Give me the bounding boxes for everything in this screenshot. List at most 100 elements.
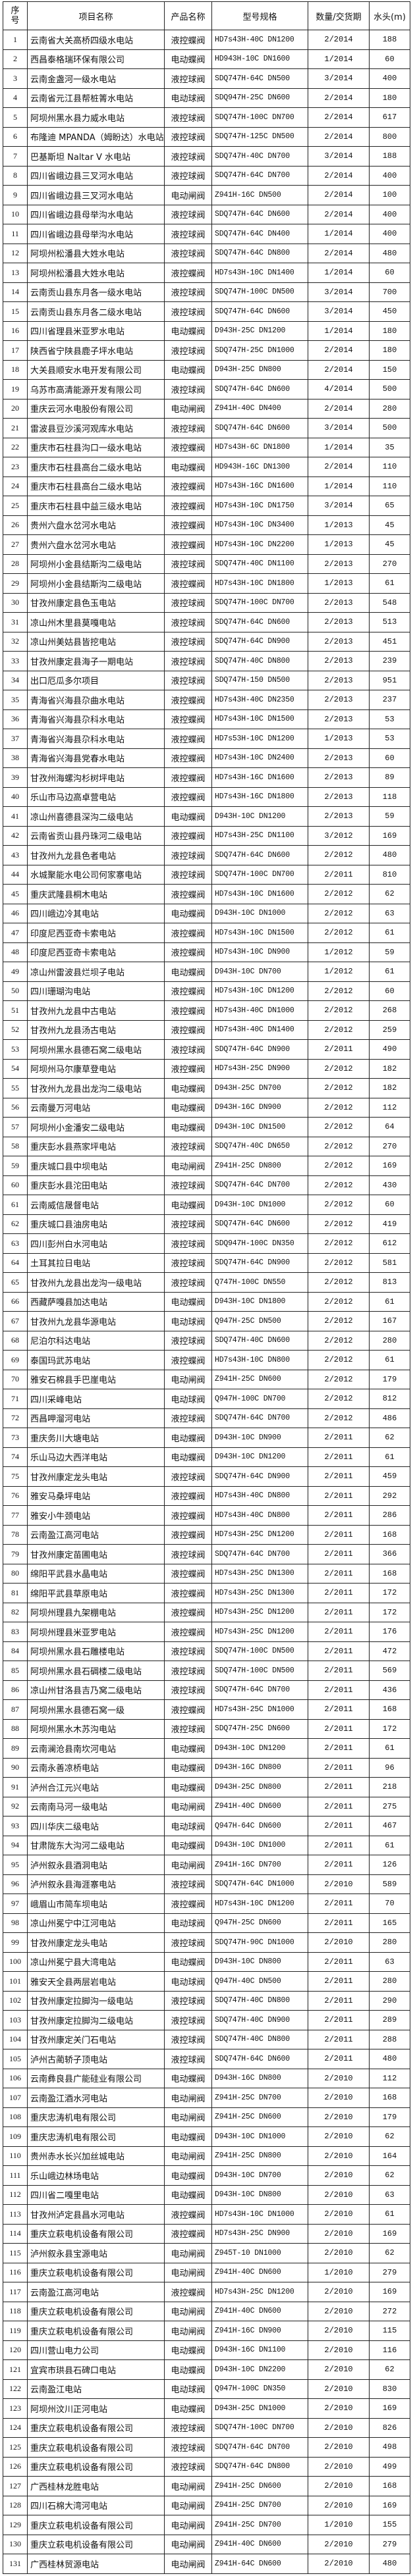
- row-no: 56: [3, 1097, 28, 1118]
- model-spec: Z945T-10 DN1000: [211, 2243, 308, 2263]
- model-spec: D943H-25C DN800: [211, 1777, 308, 1797]
- qty-delivery: 1/2010: [308, 2262, 370, 2282]
- row-no: 15: [3, 301, 28, 322]
- row-no: 63: [3, 1233, 28, 1254]
- model-spec: SDQ747H-64C DN900: [211, 1039, 308, 1060]
- row-no: 36: [3, 709, 28, 729]
- qty-delivery: 2/2010: [308, 2107, 370, 2127]
- product-name: 液控球阀: [164, 670, 212, 690]
- project-name: 乌苏市高清能源开发有限公司: [27, 379, 165, 399]
- project-name: 云南盈江高河电站: [27, 1524, 165, 1545]
- qty-delivery: 2/2010: [308, 2301, 370, 2321]
- row-no: 87: [3, 1699, 28, 1720]
- water-head: 513: [369, 612, 410, 632]
- water-head: 617: [369, 107, 410, 128]
- qty-delivery: 3/2014: [308, 68, 370, 89]
- project-name: 凉山州喜德县深沟二级电站: [27, 806, 165, 827]
- product-name: 液控蝶阀: [164, 496, 212, 516]
- row-no: 17: [3, 340, 28, 361]
- water-head: 168: [369, 1524, 410, 1545]
- water-head: 188: [369, 146, 410, 167]
- water-head: 589: [369, 1874, 410, 1894]
- project-name: 云南威信晟督电站: [27, 1195, 165, 1215]
- model-spec: HD7s43H-16C DN1600: [211, 767, 308, 788]
- qty-delivery: 2/2011: [308, 1680, 370, 1700]
- water-head: 62: [369, 1428, 410, 1448]
- row-no: 31: [3, 612, 28, 632]
- table-row: 113 甘孜州泸定县昌水河电站 液控蝶阀 HD7s43H-10C DN1000 2/20…: [3, 2204, 410, 2225]
- project-name: 重庆立萩电机设备有限公司: [27, 2515, 165, 2535]
- row-no: 43: [3, 845, 28, 865]
- qty-delivery: 2/2010: [308, 2476, 370, 2496]
- product-name: 液控球阀: [164, 2456, 212, 2477]
- row-no: 27: [3, 534, 28, 555]
- qty-delivery: 2/2011: [308, 1661, 370, 1681]
- qty-delivery: 1/2014: [308, 224, 370, 244]
- project-name: 甘孜州泸定县昌水河电站: [27, 2204, 165, 2225]
- product-name: 液控球阀: [164, 2049, 212, 2069]
- water-head: 169: [369, 2223, 410, 2244]
- table-row: 51 甘孜州九龙县中古电站 液控蝶阀 HD7s43H-40C DN1000 2/2012…: [3, 1000, 410, 1021]
- project-name: 甘孜州九龙县汤古电站: [27, 1019, 165, 1040]
- row-no: 74: [3, 1447, 28, 1467]
- product-name: 液控蝶阀: [164, 981, 212, 1001]
- project-name: 重庆立萩电机设备有限公司: [27, 2437, 165, 2458]
- row-no: 122: [3, 2379, 28, 2399]
- qty-delivery: 2/2011: [308, 1796, 370, 1816]
- row-no: 8: [3, 165, 28, 186]
- product-name: 液控蝶阀: [164, 767, 212, 788]
- model-spec: D943H-10C DN1200: [211, 806, 308, 827]
- water-head: 182: [369, 1078, 410, 1098]
- model-spec: HD7s43H-10C DN2400: [211, 748, 308, 768]
- project-name: 布隆迪 MPANDA（姆盼达）水电站: [27, 126, 165, 147]
- qty-delivery: 2/2011: [308, 1913, 370, 1933]
- water-head: 180: [369, 88, 410, 108]
- row-no: 95: [3, 1855, 28, 1875]
- model-spec: Z941H-40C DN600: [211, 1796, 308, 1816]
- row-no: 112: [3, 2184, 28, 2205]
- qty-delivery: 2/2011: [308, 1951, 370, 1972]
- water-head: 480: [369, 2049, 410, 2069]
- model-spec: HD7s43H-25C DN900: [211, 1058, 308, 1079]
- row-no: 114: [3, 2223, 28, 2244]
- model-spec: SDQ947H-25C DN600: [211, 88, 308, 108]
- qty-delivery: 2/2012: [308, 1117, 370, 1137]
- model-spec: SDQ747H-64C DN500: [211, 68, 308, 89]
- project-name: 甘孜州康定拉脚沟一级电站: [27, 1990, 165, 2011]
- row-no: 73: [3, 1428, 28, 1448]
- table-row: 42 云南省贡山县丹珠河二级电站 液控蝶阀 HD7s43H-25C DN1100 3/2…: [3, 825, 410, 846]
- water-head: 700: [369, 282, 410, 302]
- row-no: 45: [3, 884, 28, 904]
- product-name: 电动蝶阀: [164, 2340, 212, 2360]
- product-name: 液控球阀: [164, 1874, 212, 1894]
- row-no: 77: [3, 1505, 28, 1526]
- row-no: 52: [3, 1019, 28, 1040]
- project-name: 大关县顺安水电开发有限公司: [27, 359, 165, 380]
- product-name: 电动闸阀: [164, 2262, 212, 2282]
- table-header-row: 序号 项目名称 产品名称 型号规格 数量/交货期 水头(m): [3, 1, 410, 30]
- table-row: 48 印度尼西亚奇卡索电站 液控蝶阀 HD7s43H-10C DN900 1/2012 5…: [3, 942, 410, 962]
- product-name: 液控球阀: [164, 224, 212, 244]
- product-name: 液控球阀: [164, 1252, 212, 1273]
- product-name: 电动蝶阀: [164, 1097, 212, 1118]
- project-name: 云南省元江县帮桩箐水电站: [27, 88, 165, 108]
- model-spec: SDQ747H-64C DN600: [211, 612, 308, 632]
- water-head: 812: [369, 1389, 410, 1409]
- qty-delivery: 2/2011: [308, 1757, 370, 1778]
- project-name: 凉山州甘洛县吉乃窝二级电站: [27, 1680, 165, 1700]
- qty-delivery: 1/2013: [308, 534, 370, 555]
- project-name: 四川省峨边县三叉河水电站: [27, 185, 165, 205]
- project-name: 水城聚能水电公司何家寨电站: [27, 864, 165, 885]
- row-no: 55: [3, 1078, 28, 1098]
- qty-delivery: 2/2012: [308, 1272, 370, 1293]
- water-head: 451: [369, 631, 410, 652]
- product-name: 液控蝶阀: [164, 1524, 212, 1545]
- product-name: 液控球阀: [164, 165, 212, 186]
- model-spec: SDQ747H-64C DN700: [211, 1544, 308, 1564]
- model-spec: HD7s43H-25C DN1000: [211, 1699, 308, 1720]
- table-row: 37 青海省兴海县尕科水电站 液控蝶阀 HD7s53H-10C DN1200 1/201…: [3, 729, 410, 749]
- water-head: 218: [369, 1777, 410, 1797]
- water-head: 268: [369, 1000, 410, 1021]
- table-row: 114 重庆立萩电机设备有限公司 液控蝶阀 HD7s43H-25C DN900 2/20…: [3, 2223, 410, 2244]
- table-row: 24 重庆市石柱县高台二级水电站 液控蝶阀 HD7s43H-16C DN1600 1/2…: [3, 476, 410, 496]
